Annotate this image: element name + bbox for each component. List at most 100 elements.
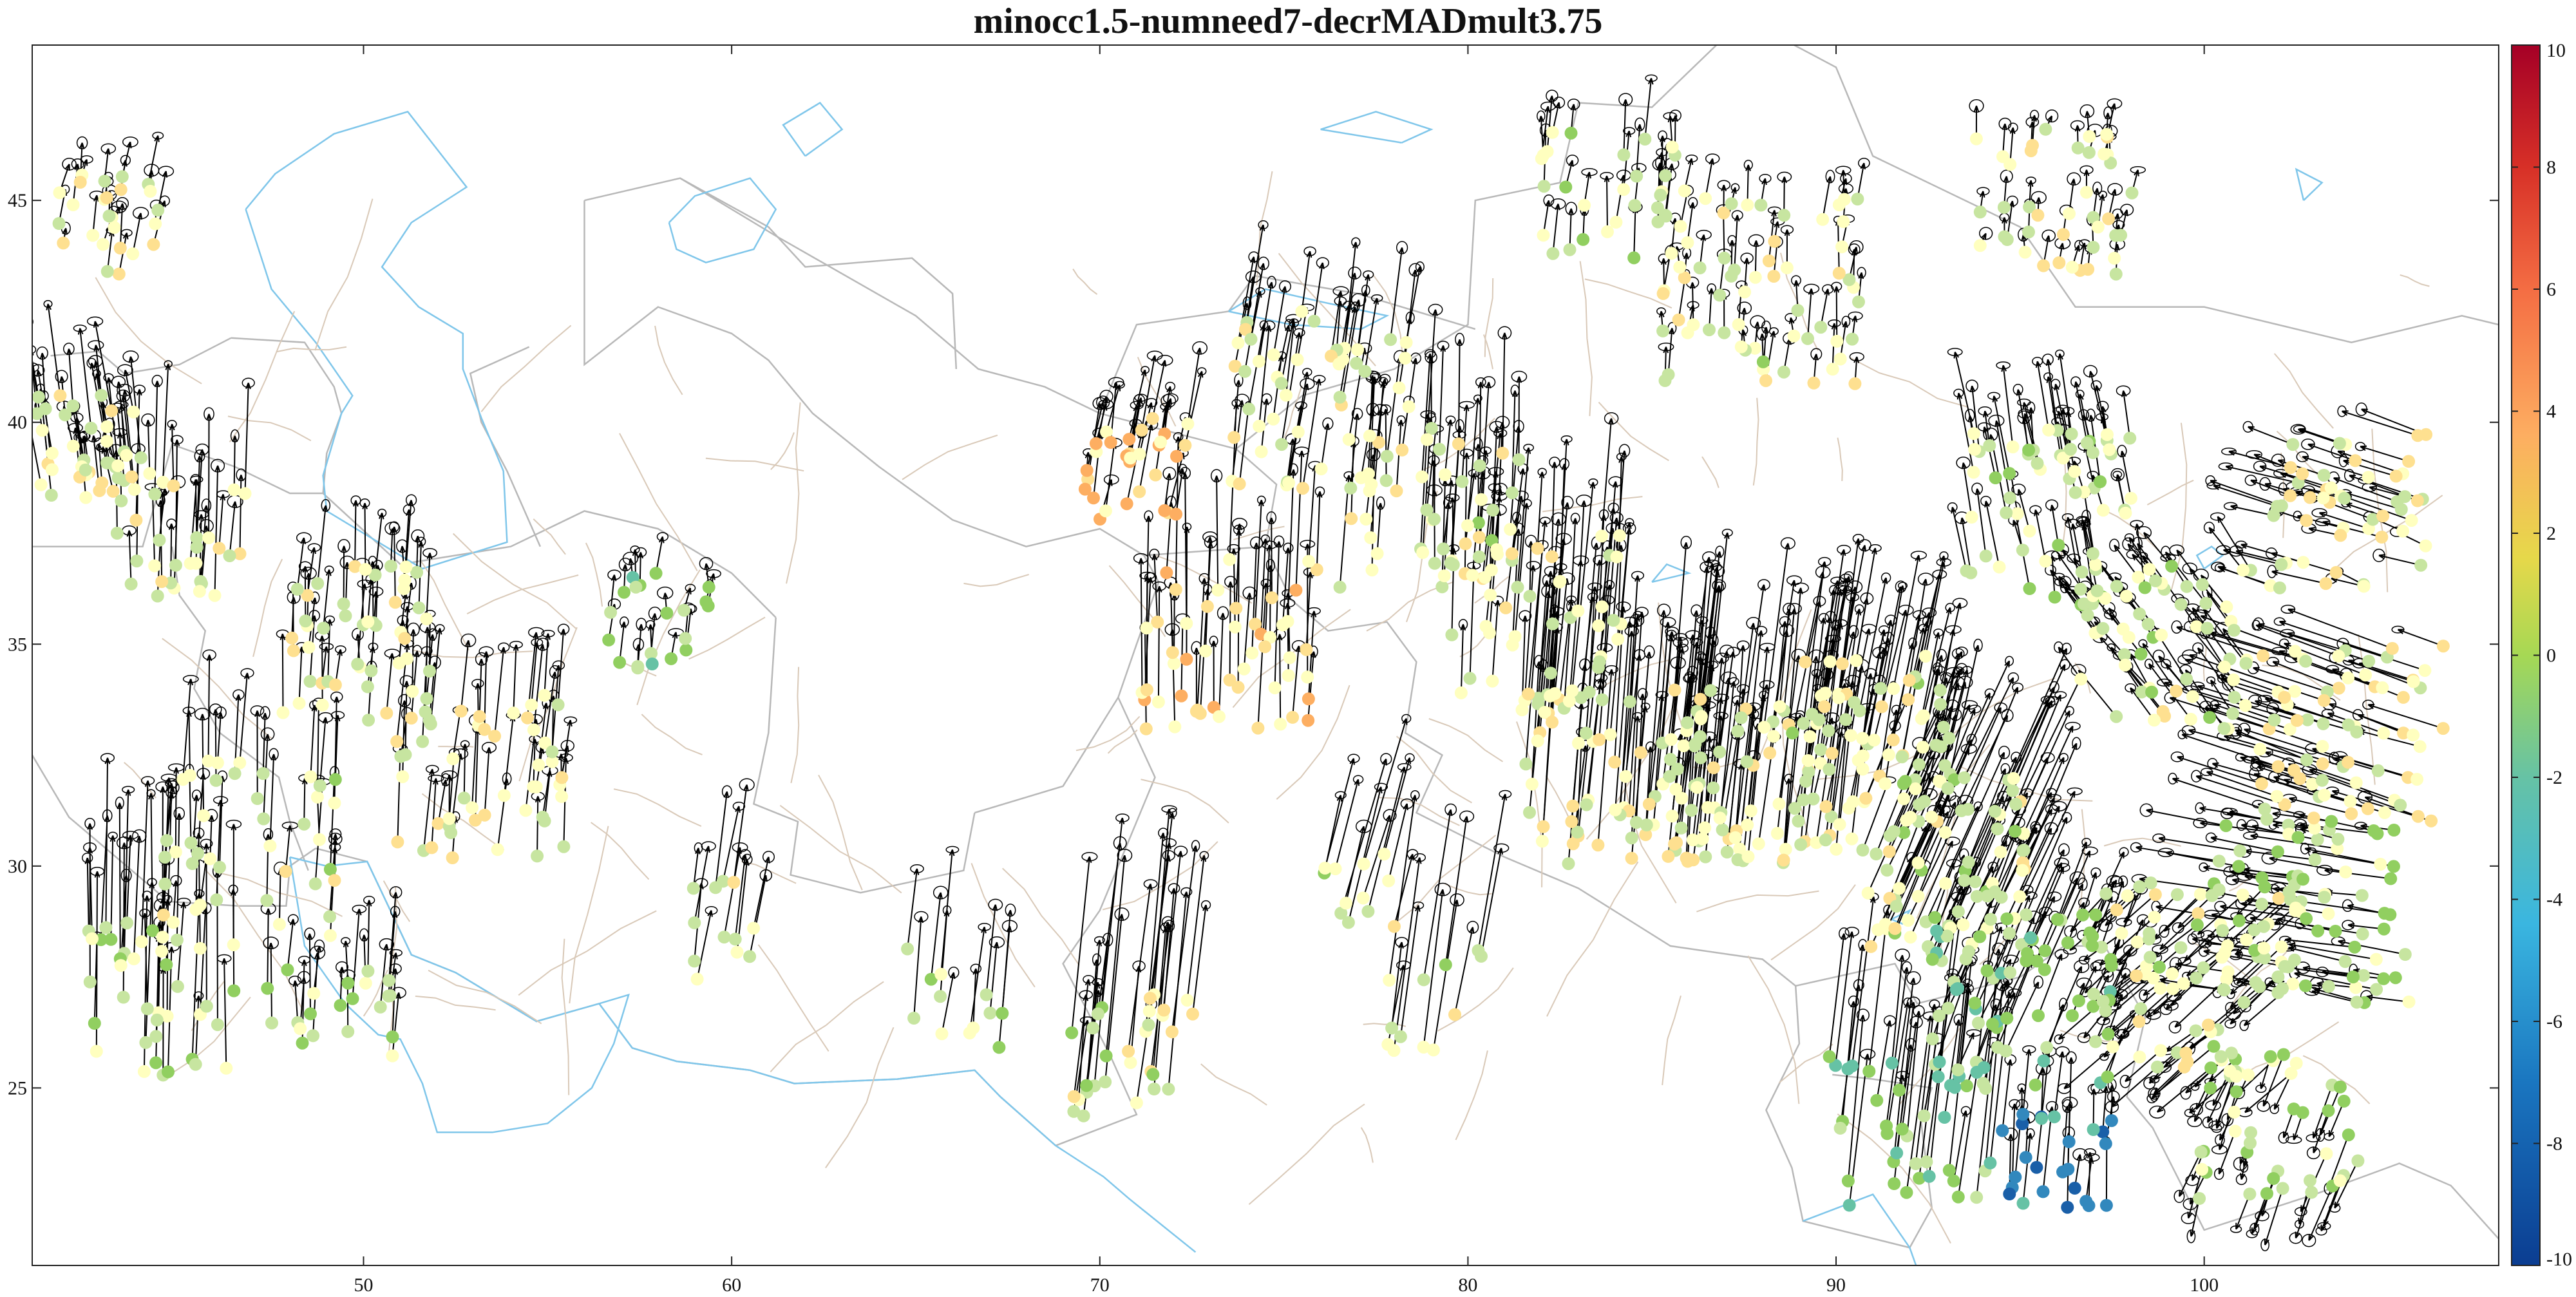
velocity-vector [2258, 623, 2369, 662]
velocity-vector [437, 779, 447, 824]
error-ellipse [1519, 610, 1532, 621]
velocity-vector [154, 381, 158, 495]
velocity-vector [2248, 426, 2293, 446]
vector-arrowhead [214, 465, 221, 472]
fault-trace [641, 714, 703, 755]
velocity-vector [2002, 365, 2014, 448]
error-ellipse [236, 468, 247, 482]
error-ellipse [1455, 332, 1465, 346]
vector-arrowhead [261, 712, 268, 720]
vector-arrowhead [1183, 891, 1189, 898]
error-ellipse [1115, 813, 1130, 822]
velocity-vector [1350, 413, 1358, 488]
fault-trace [1107, 729, 1138, 754]
fault-trace [1484, 278, 1494, 357]
vector-arrowhead [704, 563, 710, 571]
error-ellipse [1350, 301, 1360, 313]
error-ellipse [618, 557, 632, 572]
velocity-vector [1588, 587, 1596, 692]
vector-arrowhead [415, 535, 421, 543]
vector-arrowhead [64, 164, 70, 171]
velocity-vector [323, 569, 330, 629]
velocity-vector [1648, 694, 1663, 804]
velocity-vector [1423, 889, 1444, 1048]
velocity-vector [389, 952, 397, 996]
error-ellipse [509, 641, 523, 649]
velocity-vector [262, 713, 266, 774]
error-ellipse [1645, 741, 1656, 753]
error-ellipse [100, 753, 115, 763]
error-ellipse [147, 878, 157, 887]
velocity-vector [400, 592, 407, 632]
fault-trace [770, 981, 884, 1073]
vector-arrowhead [1352, 241, 1358, 249]
vector-arrowhead [231, 824, 237, 831]
vector-arrowhead [429, 768, 435, 776]
fault-trace [1428, 718, 1504, 762]
error-ellipse [1665, 627, 1680, 637]
vector-arrowhead [551, 671, 557, 679]
error-ellipse [541, 629, 555, 638]
velocity-vector [397, 748, 401, 842]
fault-trace [1542, 496, 1643, 513]
vector-arrowhead [1295, 332, 1302, 339]
velocity-vector [1514, 503, 1528, 637]
velocity-vector [1517, 448, 1530, 587]
error-ellipse [1680, 535, 1692, 549]
velocity-vector [1273, 286, 1286, 355]
velocity-vector [1432, 900, 1458, 1050]
velocity-vector [2342, 410, 2418, 437]
velocity-vector [1623, 99, 1627, 155]
fault-trace [1837, 437, 1843, 482]
error-ellipse [475, 652, 488, 666]
fault-trace [1662, 995, 1681, 1086]
fault-trace [1378, 797, 1460, 826]
velocity-vector [1301, 251, 1311, 312]
velocity-vector [1187, 348, 1201, 424]
vector-arrowhead [91, 435, 97, 442]
error-ellipse [656, 586, 674, 600]
vector-arrowhead [1547, 571, 1553, 578]
fault-trace [1979, 917, 2023, 965]
fault-trace [619, 433, 698, 571]
velocity-vector [147, 420, 151, 474]
error-ellipse [502, 772, 512, 786]
error-ellipse [289, 975, 302, 986]
error-ellipse [1178, 464, 1188, 474]
velocity-vector [1625, 654, 1640, 777]
error-ellipse [1092, 953, 1102, 966]
velocity-vector [1541, 627, 1558, 842]
vector-arrowhead [1345, 305, 1351, 312]
vector-arrowhead [1138, 558, 1144, 565]
error-ellipse [1660, 617, 1676, 627]
error-ellipse [1143, 879, 1158, 889]
vector-arrowhead [622, 564, 628, 571]
error-ellipse [607, 569, 621, 580]
velocity-vector [1531, 661, 1540, 784]
velocity-vector [1662, 631, 1673, 743]
fault-trace [1516, 721, 1543, 887]
velocity-vector [2136, 846, 2219, 862]
velocity-vector [278, 868, 281, 925]
error-ellipse [350, 495, 361, 506]
error-ellipse [103, 373, 114, 383]
station-marker [100, 435, 113, 448]
velocity-vector [1807, 289, 1812, 339]
error-ellipse [1512, 511, 1522, 524]
vector-arrowhead [264, 734, 270, 741]
vector-arrowhead [1166, 473, 1172, 480]
vector-arrowhead [1156, 585, 1162, 593]
error-ellipse [1158, 828, 1169, 838]
velocity-vector [1492, 600, 1499, 681]
error-ellipse [1683, 674, 1698, 683]
velocity-vector [1783, 608, 1795, 711]
fault-trace [1756, 609, 1812, 765]
vector-arrowhead [658, 536, 665, 544]
velocity-vector [1829, 681, 1853, 836]
error-ellipse [1702, 551, 1716, 563]
velocity-vector [431, 778, 437, 848]
velocity-vector [1302, 379, 1320, 489]
vector-arrowhead [169, 424, 175, 431]
vector-arrowhead [1593, 542, 1599, 550]
fault-trace [1137, 357, 1177, 427]
